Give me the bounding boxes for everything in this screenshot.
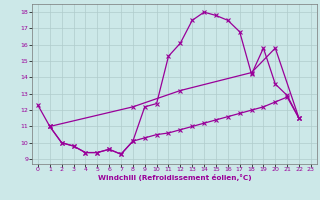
X-axis label: Windchill (Refroidissement éolien,°C): Windchill (Refroidissement éolien,°C)	[98, 174, 251, 181]
